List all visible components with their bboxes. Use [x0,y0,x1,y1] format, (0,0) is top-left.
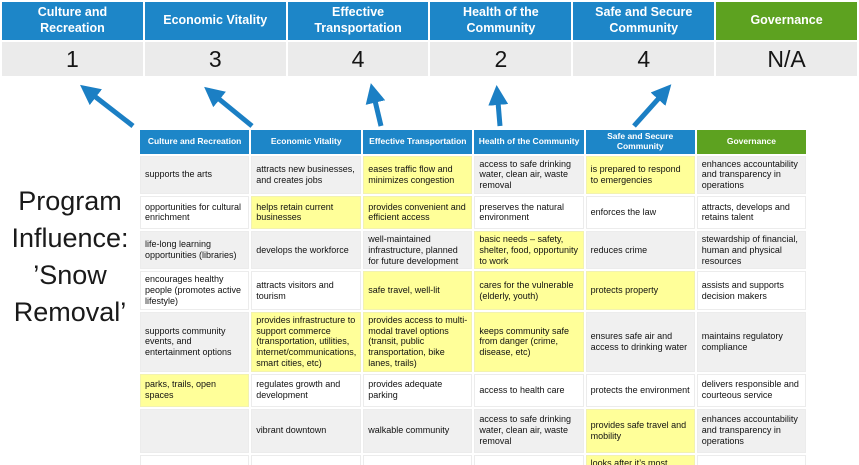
matrix-cell: attracts visitors and tourism [251,271,362,310]
matrix-cell: develops the workforce [251,230,362,270]
matrix-cell: ensures safe air and access to drinking … [585,311,695,372]
matrix-cell: walkable community [363,408,473,453]
matrix-cell: access to health care [474,373,584,407]
matrix-cell: provides adequate parking [363,373,473,407]
priority-matrix: Culture and Recreation Economic Vitality… [140,130,806,465]
priority-score-economic: 3 [144,42,286,76]
up-arrow-5 [632,84,672,128]
matrix-header-governance: Governance [696,130,806,154]
matrix-cell-highlighted: is prepared to respond to emergencies [585,155,695,194]
program-title-line: Program [18,186,122,216]
matrix-cell: protects the environment [585,373,695,407]
matrix-cell: preserves the natural environment [474,195,584,229]
program-title-line: Removal’ [13,296,127,327]
matrix-cell-highlighted: provides convenient and efficient access [363,195,473,229]
matrix-cell-highlighted: eases traffic flow and minimizes congest… [363,155,473,194]
matrix-cell: enhances accountability and transparency… [696,408,806,453]
matrix-cell: vibrant downtown [251,408,362,453]
matrix-header-culture: Culture and Recreation [140,130,250,154]
matrix-cell: opportunities for cultural enrichment [140,195,250,229]
priority-header-culture: Culture and Recreation [2,2,143,40]
matrix-cell-highlighted: keeps community safe from danger (crime,… [474,311,584,372]
matrix-cell [251,454,362,465]
matrix-cell: assists and supports decision makers [696,271,806,310]
matrix-cell: access to safe drinking water, clean air… [474,408,584,453]
matrix-cell [696,454,806,465]
priority-header-health: Health of the Community [430,2,572,40]
priority-score-safety: 4 [573,42,715,76]
matrix-header-economic: Economic Vitality [251,130,362,154]
matrix-cell [363,454,473,465]
program-title-line: Influence: [11,222,129,253]
program-title: Program Influence: ’Snow Removal’ [0,183,140,331]
matrix-cell-highlighted: protects property [585,271,695,310]
matrix-cell: encourages healthy people (promotes acti… [140,271,250,310]
matrix-header-safety: Safe and Secure Community [585,130,695,154]
priority-scores: 1 3 4 2 4 N/A [2,42,857,76]
up-arrow-3 [365,83,386,127]
matrix-cell [140,454,250,465]
matrix-cell-highlighted: basic needs – safety, shelter, food, opp… [474,230,584,270]
matrix-cell: access to safe drinking water, clean air… [474,155,584,194]
priority-score-transportation: 4 [287,42,429,76]
priority-score-governance: N/A [716,42,857,76]
matrix-cell: maintains regulatory compliance [696,311,806,372]
priority-score-health: 2 [430,42,572,76]
matrix-header-transportation: Effective Transportation [363,130,473,154]
matrix-cell-highlighted: parks, trails, open spaces [140,373,250,407]
priority-header-transportation: Effective Transportation [287,2,429,40]
matrix-cell-highlighted: looks after it’s most vulnerable [585,454,695,465]
matrix-cell-highlighted: provides infrastructure to support comme… [251,311,362,372]
matrix-cell-highlighted: cares for the vulnerable (elderly, youth… [474,271,584,310]
priority-header-safety: Safe and Secure Community [573,2,715,40]
priority-score-culture: 1 [2,42,143,76]
matrix-cell: reduces crime [585,230,695,270]
matrix-cell: supports the arts [140,155,250,194]
matrix-cell: supports community events, and entertain… [140,311,250,372]
matrix-cell: attracts new businesses, and creates job… [251,155,362,194]
matrix-cell: regulates growth and development [251,373,362,407]
matrix-cell: life-long learning opportunities (librar… [140,230,250,270]
priority-header-governance: Governance [716,2,857,40]
influence-arrows [80,83,672,128]
matrix-cell [474,454,584,465]
up-arrow-2 [204,86,254,128]
matrix-cell: well-maintained infrastructure, planned … [363,230,473,270]
matrix-cell-highlighted: helps retain current businesses [251,195,362,229]
priority-header-economic: Economic Vitality [144,2,286,40]
up-arrow-4 [488,85,509,127]
matrix-cell [140,408,250,453]
program-title-line: ’Snow [33,259,107,290]
matrix-cell: enhances accountability and transparency… [696,155,806,194]
up-arrow-1 [80,84,135,128]
matrix-cell: attracts, develops and retains talent [696,195,806,229]
matrix-cell-highlighted: provides access to multi-modal travel op… [363,311,473,372]
matrix-header-health: Health of the Community [474,130,584,154]
matrix-cell-highlighted: provides safe travel and mobility [585,408,695,453]
priority-scoreboard: Culture and Recreation Economic Vitality… [2,2,857,40]
matrix-cell-highlighted: safe travel, well-lit [363,271,473,310]
matrix-cell: enforces the law [585,195,695,229]
matrix-cell: stewardship of financial, human and phys… [696,230,806,270]
matrix-cell: delivers responsible and courteous servi… [696,373,806,407]
